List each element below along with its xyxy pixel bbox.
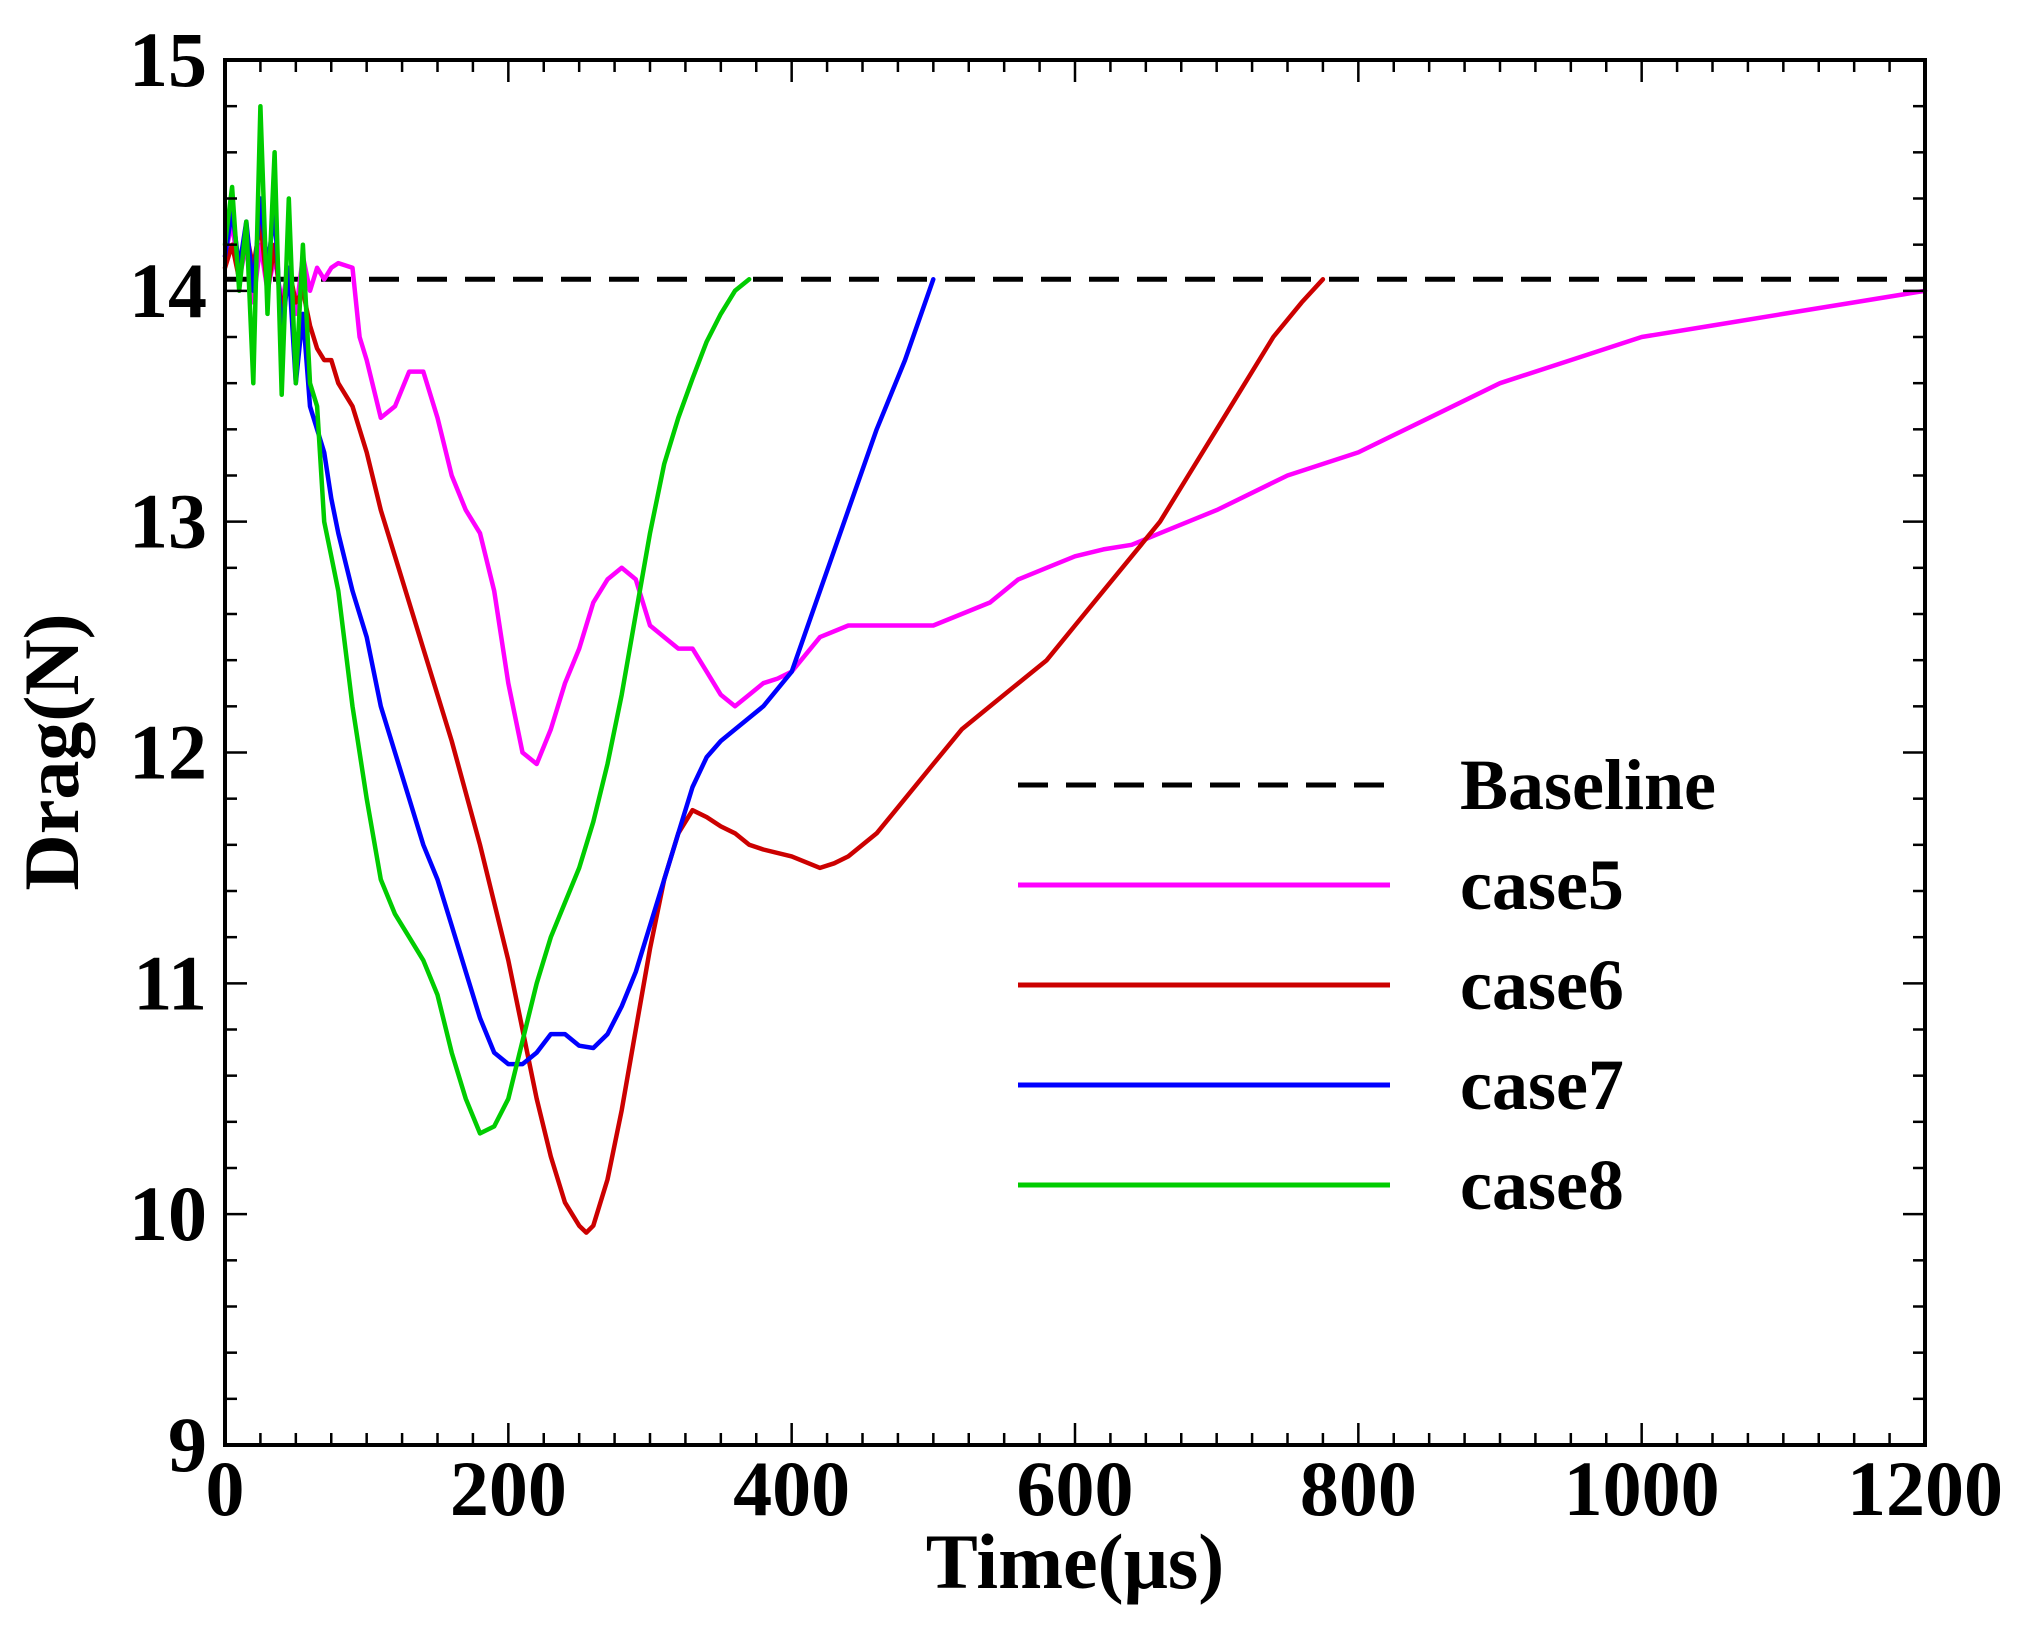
y-tick-label: 12 [129,709,207,796]
legend-label-case5: case5 [1460,845,1624,925]
y-tick-label: 15 [129,16,207,103]
x-tick-label: 400 [733,1445,850,1532]
plot-content [222,103,1928,1235]
x-tick-label: 200 [450,1445,567,1532]
y-tick-label: 9 [168,1401,207,1488]
legend-label-baseline: Baseline [1460,745,1716,825]
plot-frame [223,58,1927,1447]
x-tick-label: 1000 [1564,1445,1720,1532]
series-case8-line [222,103,752,1136]
legend-label-case6: case6 [1460,945,1624,1025]
y-tick-label: 10 [129,1170,207,1257]
series-case5-line [222,219,1928,767]
x-axis-label: Time(μs) [926,1518,1224,1605]
legend-label-case7: case7 [1460,1045,1624,1125]
y-tick-label: 11 [133,939,207,1026]
legend-label-case8: case8 [1460,1145,1624,1225]
y-axis-label: Drag(N) [8,613,95,890]
x-tick-label: 600 [1017,1445,1134,1532]
x-tick-label: 1200 [1847,1445,2003,1532]
y-tick-label: 13 [129,478,207,565]
tick-labels: 0 200 400 600 800 1000 1200 9 10 11 12 13 14 15 [129,16,2003,1532]
x-tick-label: 0 [206,1445,245,1532]
y-tick-label: 14 [129,247,207,334]
legend: Baseline case5 case6 case7 case8 [1018,745,1716,1225]
x-tick-label: 800 [1300,1445,1417,1532]
